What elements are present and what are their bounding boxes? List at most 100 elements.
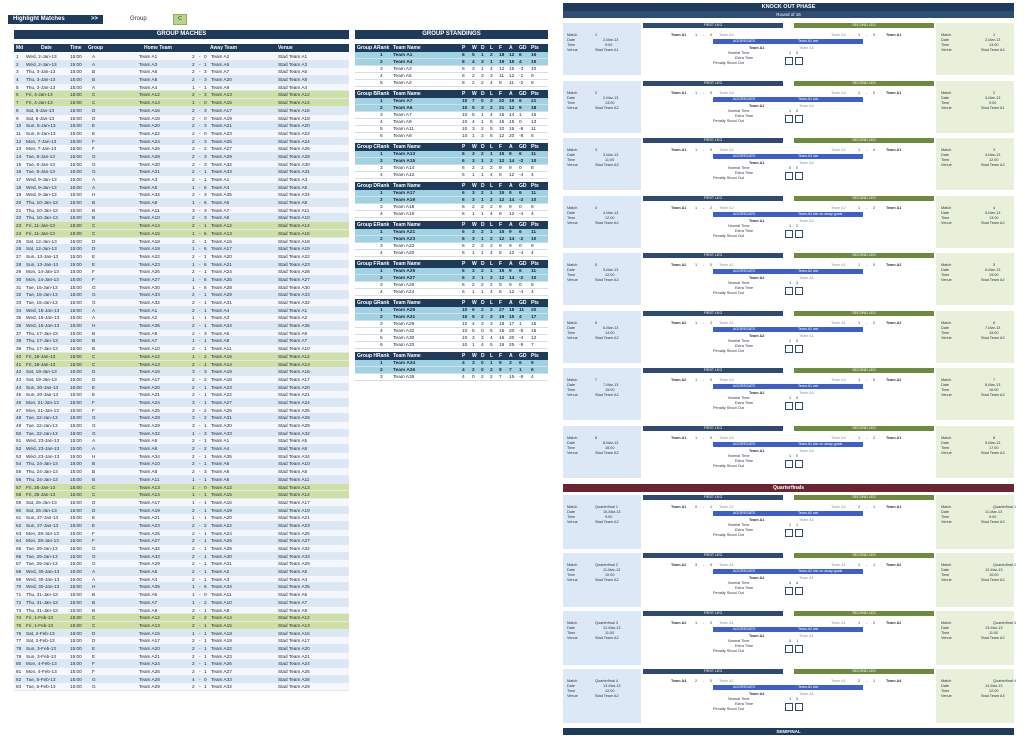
match-row[interactable]: 20 Thu, 10-Jan-13 15:00 B Team A8 1-6 Team A6 S…	[14, 199, 349, 207]
penalty-away-input[interactable]	[795, 287, 803, 295]
penalty-home-input[interactable]	[785, 172, 793, 180]
penalty-home-input[interactable]	[785, 645, 793, 653]
match-row[interactable]: 80 Mon, 4-Feb-13 15:00 F Team A24 2-1 Team A26…	[14, 660, 349, 668]
match-row[interactable]: 72 Thu, 31-Jan-13 15:00 B Team A7 1-2 Team A10…	[14, 598, 349, 607]
match-row[interactable]: 16 Tue, 8-Jan-13 15:00 G Team A31 2-1 Team A33…	[14, 168, 349, 176]
match-row[interactable]: 24 Fri, 11-Jan-13 15:00 C Team A15 1-6 Team A1…	[14, 229, 349, 238]
match-row[interactable]: 49 Tue, 22-Jan-13 15:00 G Team A29 3-1 Team A3…	[14, 422, 349, 430]
match-row[interactable]: 78 Sun, 3-Feb-13 15:00 E Team A20 2-1 Team A22…	[14, 644, 349, 653]
penalty-home-input[interactable]	[785, 459, 793, 468]
match-row[interactable]: 31 Tue, 15-Jan-13 15:00 G Team A30 1-6 Team A2…	[14, 283, 349, 292]
penalty-home-input[interactable]	[785, 529, 793, 537]
match-row[interactable]: 18 Wed, 9-Jan-13 15:00 A Team A5 1-6 Team A4 St…	[14, 183, 349, 192]
match-row[interactable]: 74 Fri, 1-Feb-13 15:00 C Team A12 2-2 Team A14…	[14, 614, 349, 622]
penalty-away-input[interactable]	[795, 172, 803, 180]
match-row[interactable]: 43 Sat, 19-Jan-13 15:00 D Team A17 2-2 Team A1…	[14, 375, 349, 384]
match-row[interactable]: 63 Mon, 28-Jan-13 15:00 F Team A25 2-1 Team A2…	[14, 529, 349, 538]
match-row[interactable]: 17 Wed, 9-Jan-13 15:00 A Team A3 2-1 Team A1 St…	[14, 176, 349, 184]
match-row[interactable]: 83 Tue, 5-Feb-13 15:00 G Team A29 2-1 Team A32…	[14, 683, 349, 692]
match-row[interactable]: 67 Tue, 29-Jan-13 15:00 G Team A29 2-1 Team A3…	[14, 560, 349, 569]
match-row[interactable]: 19 Wed, 9-Jan-13 15:00 H Team A34 2-3 Team A35…	[14, 191, 349, 200]
match-row[interactable]: 64 Mon, 28-Jan-13 15:00 F Team A27 2-1 Team A2…	[14, 537, 349, 545]
match-row[interactable]: 48 Tue, 22-Jan-13 15:00 G Team A28 3-2 Team A3…	[14, 414, 349, 422]
match-row[interactable]: 44 Sun, 20-Jan-13 15:00 E Team A20 2-1 Team A2…	[14, 383, 349, 392]
match-row[interactable]: 33 Tue, 15-Jan-13 15:00 G Team A32 2-1 Team A3…	[14, 299, 349, 307]
match-row[interactable]: 42 Sat, 19-Jan-13 15:00 D Team A16 3-3 Team A1…	[14, 368, 349, 376]
penalty-away-input[interactable]	[795, 529, 803, 537]
match-row[interactable]: 56 Thu, 24-Jan-13 15:00 B Team A11 1-1 Team A8…	[14, 475, 349, 484]
highlight-matches-button[interactable]: Highlight Matches >>	[8, 15, 103, 24]
match-row[interactable]: 57 Fri, 25-Jan-13 15:00 C Team A13 1-0 Team A1…	[14, 483, 349, 492]
penalty-home-input[interactable]	[785, 402, 793, 410]
match-row[interactable]: 60 Sat, 26-Jan-13 15:00 D Team A19 2-1 Team A1…	[14, 506, 349, 515]
penalty-away-input[interactable]	[795, 229, 803, 238]
match-row[interactable]: 41 Fri, 18-Jan-13 15:00 C Team A13 2-1 Team A1…	[14, 360, 349, 369]
match-row[interactable]: 73 Thu, 31-Jan-13 15:00 B Team A9 2-1 Team A8 S…	[14, 606, 349, 615]
penalty-home-input[interactable]	[785, 287, 793, 295]
match-row[interactable]: 28 Sun, 13-Jan-13 15:00 E Team A23 1-6 Team A2…	[14, 260, 349, 269]
match-row[interactable]: 53 Wed, 23-Jan-13 15:00 H Team A34 2-1 Team A3…	[14, 452, 349, 461]
match-row[interactable]: 2 Wed, 2-Jan-13 15:00 A Team A3 2-1 Team A5 Sta…	[14, 60, 349, 69]
match-row[interactable]: 11 Sun, 6-Jan-13 15:00 E Team A22 2-0 Team A23…	[14, 129, 349, 138]
match-row[interactable]: 3 Thu, 3-Jan-13 15:00 B Team A6 2-3 Team A7 Sta…	[14, 68, 349, 77]
match-row[interactable]: 51 Wed, 23-Jan-13 15:00 A Team A5 2-1 Team A1 S…	[14, 437, 349, 446]
match-row[interactable]: 76 Sat, 2-Feb-13 15:00 D Team A16 1-1 Team A18…	[14, 629, 349, 638]
match-row[interactable]: 21 Thu, 10-Jan-13 15:00 B Team A11 3-3 Team A7…	[14, 206, 349, 215]
match-row[interactable]: 4 Thu, 3-Jan-13 15:00 B Team A8 2-3 Team A20 St…	[14, 76, 349, 84]
match-row[interactable]: 61 Sun, 27-Jan-13 15:00 E Team A21 1-1 Team A2…	[14, 514, 349, 522]
match-row[interactable]: 37 Thu, 17-Jan-13 15:00 B Team A9 2-3 Team A6 S…	[14, 329, 349, 338]
penalty-away-input[interactable]	[795, 645, 803, 653]
match-row[interactable]: 81 Mon, 4-Feb-13 15:00 F Team A25 2-1 Team A27…	[14, 668, 349, 676]
match-row[interactable]: 12 Mon, 7-Jan-13 15:00 F Team A24 2-3 Team A25…	[14, 137, 349, 146]
match-row[interactable]: 79 Sun, 3-Feb-13 15:00 E Team A21 2-1 Team A23…	[14, 652, 349, 661]
match-row[interactable]: 30 Mon, 14-Jan-13 15:00 F Team A27 1-6 Team A2…	[14, 275, 349, 284]
match-row[interactable]: 35 Wed, 16-Jan-13 15:00 A Team A2 1-1 Team A3 S…	[14, 314, 349, 323]
match-row[interactable]: 55 Thu, 24-Jan-13 15:00 B Team A8 2-3 Team A9 S…	[14, 468, 349, 476]
penalty-home-input[interactable]	[785, 57, 793, 65]
match-row[interactable]: 46 Mon, 21-Jan-13 15:00 F Team A24 3-1 Team A2…	[14, 398, 349, 407]
penalty-home-input[interactable]	[785, 344, 793, 353]
match-row[interactable]: 45 Sun, 20-Jan-13 15:00 E Team A21 2-1 Team A2…	[14, 391, 349, 399]
penalty-home-input[interactable]	[785, 587, 793, 595]
match-row[interactable]: 66 Tue, 29-Jan-13 15:00 G Team A33 2-1 Team A3…	[14, 552, 349, 561]
penalty-away-input[interactable]	[795, 459, 803, 468]
match-row[interactable]: 13 Mon, 7-Jan-13 15:00 F Team A26 2-2 Team A27…	[14, 145, 349, 153]
match-row[interactable]: 39 Thu, 17-Jan-13 15:00 B Team A10 2-1 Team A1…	[14, 345, 349, 353]
match-row[interactable]: 82 Tue, 5-Feb-13 15:00 G Team A28 4-0 Team A33…	[14, 675, 349, 684]
match-row[interactable]: 70 Wed, 30-Jan-13 15:00 H Team A35 1-6 Team A3…	[14, 583, 349, 592]
match-row[interactable]: 36 Wed, 16-Jan-13 15:00 H Team A36 2-1 Team A3…	[14, 322, 349, 330]
match-row[interactable]: 29 Mon, 14-Jan-13 15:00 F Team A26 2-1 Team A2…	[14, 268, 349, 276]
penalty-home-input[interactable]	[785, 229, 793, 238]
match-row[interactable]: 1 Wed, 2-Jan-13 15:00 A Team A1 2-0 Team A2 Sta…	[14, 53, 349, 61]
match-row[interactable]: 75 Fri, 1-Feb-13 15:00 C Team A13 2-1 Team A15…	[14, 621, 349, 630]
match-row[interactable]: 71 Thu, 31-Jan-13 15:00 B Team A6 1-0 Team A11…	[14, 591, 349, 599]
penalty-away-input[interactable]	[795, 587, 803, 595]
match-row[interactable]: 58 Fri, 25-Jan-13 15:00 C Team A14 1-1 Team A1…	[14, 491, 349, 499]
match-row[interactable]: 59 Sat, 26-Jan-13 15:00 D Team A17 1-1 Team A1…	[14, 498, 349, 507]
match-row[interactable]: 47 Mon, 21-Jan-13 15:00 F Team A25 2-2 Team A2…	[14, 406, 349, 415]
match-row[interactable]: 14 Tue, 8-Jan-13 15:00 G Team A28 2-3 Team A29…	[14, 152, 349, 161]
match-row[interactable]: 34 Wed, 16-Jan-13 15:00 A Team A1 2-1 Team A4 S…	[14, 306, 349, 315]
match-row[interactable]: 8 Sat, 5-Jan-13 15:00 D Team A16 2-3 Team A17 S…	[14, 106, 349, 115]
penalty-away-input[interactable]	[795, 402, 803, 410]
match-row[interactable]: 27 Sun, 13-Jan-13 15:00 E Team A22 2-1 Team A2…	[14, 252, 349, 261]
match-row[interactable]: 62 Sun, 27-Jan-13 15:00 E Team A23 2-2 Team A2…	[14, 521, 349, 530]
match-row[interactable]: 10 Sun, 6-Jan-13 15:00 E Team A20 2-3 Team A21…	[14, 122, 349, 130]
match-row[interactable]: 5 Thu, 3-Jan-13 15:00 A Team A4 1-1 Team A9 Sta…	[14, 83, 349, 92]
penalty-away-input[interactable]	[795, 114, 803, 123]
match-row[interactable]: 23 Fri, 11-Jan-13 15:00 C Team A14 2-1 Team A1…	[14, 222, 349, 230]
match-row[interactable]: 26 Sat, 12-Jan-13 15:00 D Team A19 1-6 Team A1…	[14, 245, 349, 253]
match-row[interactable]: 22 Thu, 10-Jan-13 15:00 B Team A10 2-3 Team A9…	[14, 214, 349, 223]
match-row[interactable]: 50 Tue, 22-Jan-13 15:00 G Team A32 1-3 Team A3…	[14, 429, 349, 438]
match-row[interactable]: 25 Sat, 12-Jan-13 15:00 D Team A18 2-1 Team A1…	[14, 237, 349, 246]
match-row[interactable]: 69 Wed, 30-Jan-13 15:00 A Team A4 2-1 Team A3 S…	[14, 575, 349, 584]
penalty-home-input[interactable]	[785, 703, 793, 711]
penalty-away-input[interactable]	[795, 57, 803, 65]
match-row[interactable]: 54 Thu, 24-Jan-13 15:00 B Team A10 2-1 Team A6…	[14, 460, 349, 469]
penalty-away-input[interactable]	[795, 703, 803, 711]
match-row[interactable]: 52 Wed, 23-Jan-13 15:00 A Team A8 2-2 Team A4 S…	[14, 445, 349, 453]
match-row[interactable]: 77 Sat, 2-Feb-13 15:00 D Team A17 2-1 Team A19…	[14, 637, 349, 645]
penalty-away-input[interactable]	[795, 344, 803, 353]
match-row[interactable]: 32 Tue, 15-Jan-13 15:00 G Team A33 2-1 Team A2…	[14, 291, 349, 299]
match-row[interactable]: 40 Fri, 18-Jan-13 15:00 C Team A12 1-2 Team A1…	[14, 352, 349, 361]
